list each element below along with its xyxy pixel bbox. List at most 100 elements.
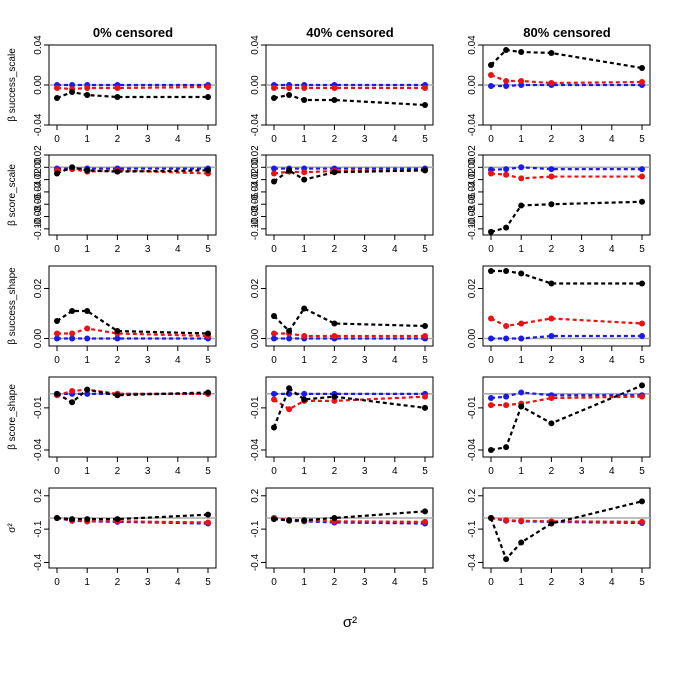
data-point-red [518, 78, 525, 84]
series-blue [488, 389, 645, 402]
data-point-black [114, 94, 121, 100]
x-tick-label: 4 [609, 577, 615, 588]
y-tick-label: 0.00 [467, 157, 478, 177]
x-tick-label: 0 [271, 466, 277, 477]
x-tick-label: 4 [609, 244, 615, 255]
series-black [54, 511, 211, 523]
y-tick-label: -0.10 [33, 217, 44, 240]
data-point-black [331, 515, 338, 521]
x-tick-label: 4 [392, 355, 398, 366]
data-point-black [422, 508, 428, 515]
data-point-red [286, 406, 293, 413]
panel-frame [48, 376, 217, 458]
x-tick-label: 4 [392, 134, 398, 145]
x-tick-label: 1 [84, 244, 90, 255]
y-tick-label: -0.04 [250, 438, 261, 461]
x-tick-label: 2 [549, 466, 555, 477]
data-point-blue [548, 166, 555, 173]
series-black [488, 268, 645, 287]
x-tick-label: 0 [488, 244, 494, 255]
x-tick-label: 1 [84, 355, 90, 366]
data-point-black [548, 280, 555, 287]
series-red [271, 515, 428, 525]
data-point-black [503, 444, 510, 451]
data-point-red [488, 315, 494, 322]
data-point-red [518, 517, 525, 524]
data-point-red [518, 175, 525, 182]
x-tick-label: 4 [175, 134, 181, 145]
series-blue [488, 515, 645, 526]
x-tick-label: 2 [115, 134, 121, 145]
x-axis: 0 1 2 3 4 5 [54, 346, 211, 366]
data-point-black [205, 330, 211, 337]
y-axis: -0.04 0.00 0.04 [250, 35, 266, 136]
series-line-black [273, 93, 426, 107]
panel-r3-c2: -0.01 -0.04 0 1 2 3 4 5 [467, 376, 651, 477]
x-tick-label: 5 [639, 577, 645, 588]
x-tick-label: 4 [392, 466, 398, 477]
series-blue [54, 515, 211, 527]
x-axis: 0 1 2 3 4 5 [488, 235, 645, 255]
data-point-blue [271, 165, 277, 172]
x-tick-label: 1 [518, 244, 524, 255]
x-tick-label: 5 [422, 244, 428, 255]
panel-r1-c2: 0.020.00-0.02-0.04-0.06-0.08-0.10 0 1 2 3 4 5 [467, 145, 651, 255]
x-tick-label: 1 [301, 466, 307, 477]
data-point-blue [503, 335, 510, 342]
data-point-black [488, 446, 494, 453]
y-axis: -0.04 0.00 0.04 [33, 35, 49, 136]
data-point-black [488, 228, 494, 235]
series-red [488, 515, 645, 525]
data-point-black [503, 556, 510, 563]
x-axis: 0 1 2 3 4 5 [54, 457, 211, 477]
x-tick-label: 2 [332, 134, 338, 145]
series-red [271, 85, 428, 91]
y-axis: 0.2 -0.1 -0.4 [250, 488, 266, 571]
series-line-black [273, 307, 426, 333]
y-axis: 0.020.00-0.02-0.04-0.06-0.08-0.10 [467, 145, 483, 240]
x-tick-label: 3 [145, 355, 151, 366]
y-tick-label: -0.02 [33, 168, 44, 191]
x-tick-label: 5 [205, 466, 211, 477]
data-point-red [639, 393, 645, 400]
data-point-black [271, 516, 277, 523]
x-tick-label: 4 [609, 355, 615, 366]
y-tick-label: -0.06 [467, 192, 478, 215]
series-black [488, 198, 645, 235]
data-point-red [548, 315, 555, 322]
data-point-red [69, 330, 76, 337]
data-point-red [422, 85, 428, 91]
data-point-red [639, 518, 645, 525]
series-blue [488, 164, 645, 173]
panel-frame [482, 154, 651, 236]
series-line-black [273, 510, 426, 522]
data-point-black [422, 404, 428, 411]
x-tick-label: 2 [332, 355, 338, 366]
panel-grid: -0.040.000.040 1 2 3 4 5-0.040.000.040 1 2 3 4 5-0… [7, 35, 651, 588]
data-point-black [503, 224, 510, 231]
panel-r3-c1: -0.01 -0.04 0 1 2 3 4 5 [250, 376, 434, 477]
y-axis: -0.01 -0.04 [33, 396, 49, 461]
y-axis: 0.2 -0.1 -0.4 [467, 488, 483, 571]
x-tick-label: 5 [422, 466, 428, 477]
y-tick-label: 0.04 [250, 35, 261, 55]
panel-frame [265, 154, 434, 236]
x-tick-label: 0 [54, 466, 60, 477]
x-tick-label: 1 [84, 134, 90, 145]
column-title-0: 0% censored [93, 25, 173, 40]
row-label-4: σ² [7, 523, 18, 533]
y-tick-label: -0.10 [467, 217, 478, 240]
x-tick-label: 0 [488, 355, 494, 366]
data-point-blue [518, 389, 525, 396]
x-tick-label: 2 [332, 577, 338, 588]
x-tick-label: 3 [145, 466, 151, 477]
y-tick-label: -0.1 [250, 520, 261, 538]
panel-r4-c0: 0.2 -0.1 -0.4 0 1 2 3 4 5 [33, 487, 217, 588]
data-point-blue [286, 335, 293, 342]
series-line-black [490, 200, 643, 233]
y-axis: 0.00 0.02 [250, 278, 266, 348]
data-point-black [271, 95, 277, 101]
data-point-blue [84, 335, 91, 342]
data-point-red [422, 333, 428, 339]
